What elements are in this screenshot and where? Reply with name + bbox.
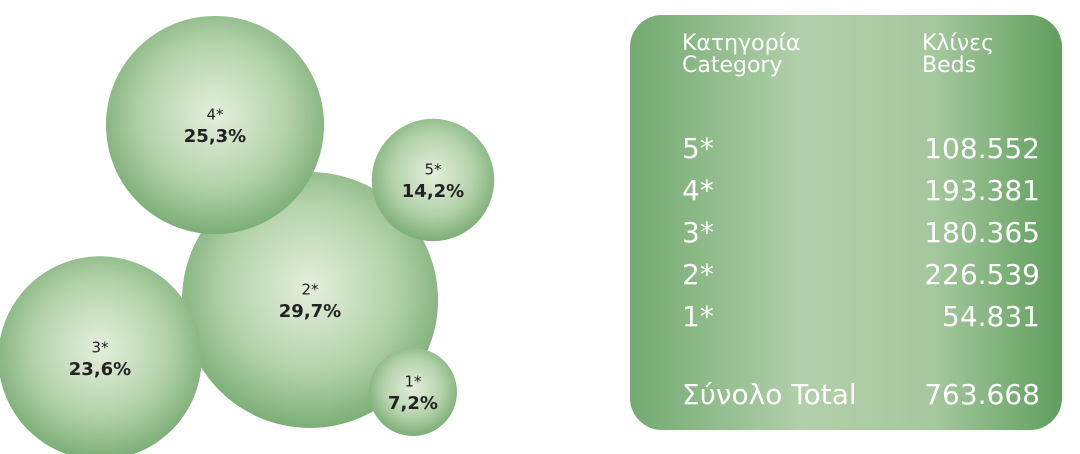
bubble-category: 1*	[404, 373, 422, 391]
bubble	[369, 348, 457, 436]
beds-cell: 226.539	[924, 258, 1040, 291]
bubble	[182, 172, 438, 428]
beds-cell: 54.831	[942, 300, 1040, 333]
table-background	[630, 15, 1062, 430]
bubble	[0, 256, 202, 454]
bubble-value-label: 25,3%	[184, 126, 246, 147]
bubble-category: 3*	[91, 339, 109, 357]
category-cell: 2*	[682, 258, 714, 291]
beds-cell: 108.552	[924, 132, 1040, 165]
column-header: Category	[682, 53, 783, 78]
beds-cell: 180.365	[924, 216, 1040, 249]
category-cell: 1*	[682, 300, 714, 333]
beds-cell: 193.381	[924, 174, 1040, 207]
bubble-value-label: 29,7%	[279, 301, 341, 322]
column-header: Beds	[922, 53, 976, 78]
bubble-category: 2*	[301, 281, 319, 299]
column-header: Κλίνες	[922, 31, 994, 56]
bubble	[371, 118, 495, 242]
bubble	[105, 15, 325, 235]
category-cell: 3*	[682, 216, 714, 249]
total-value: 763.668	[924, 378, 1040, 411]
category-cell: 4*	[682, 174, 714, 207]
bubble-value-label: 7,2%	[388, 393, 438, 414]
total-label: Σύνολο Total	[682, 378, 857, 411]
bubble-category: 4*	[206, 106, 224, 124]
category-cell: 5*	[682, 132, 714, 165]
bubble-chart: 5* 14,2% 4* 25,3% 3* 23,6% 2* 29,7% 1* 7,2%	[0, 15, 495, 454]
bubble-value-label: 14,2%	[402, 181, 464, 202]
bubble-category: 5*	[424, 161, 442, 179]
column-header: Κατηγορία	[682, 31, 801, 56]
bubble-value-label: 23,6%	[69, 359, 131, 380]
